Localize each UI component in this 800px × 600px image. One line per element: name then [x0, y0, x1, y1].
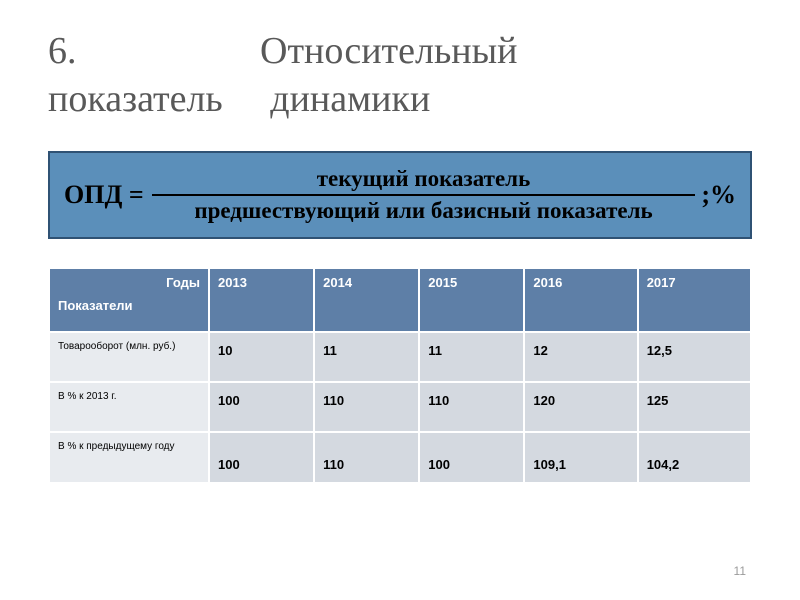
table-cell: 12,5	[638, 332, 751, 382]
table-row: Товарооборот (млн. руб.) 10 11 11 12 12,…	[49, 332, 751, 382]
table-cell: 10	[209, 332, 314, 382]
row-label: В % к 2013 г.	[49, 382, 209, 432]
page-number: 11	[734, 564, 746, 578]
formula-box: ОПД = текущий показатель предшествующий …	[48, 151, 752, 239]
year-col-0: 2013	[209, 268, 314, 332]
title-word-3: динамики	[270, 78, 430, 120]
formula-lhs: ОПД =	[64, 180, 152, 210]
year-col-2: 2015	[419, 268, 524, 332]
table-cell: 109,1	[524, 432, 637, 483]
table-cell: 110	[314, 382, 419, 432]
table-cell: 11	[419, 332, 524, 382]
title-word-2: показатель	[48, 78, 223, 120]
slide-title: 6. Относительный показатель динамики	[0, 0, 800, 141]
formula-fraction: текущий показатель предшествующий или ба…	[152, 166, 696, 224]
table-row: В % к предыдущему году 100 110 100 109,1…	[49, 432, 751, 483]
table-cell: 12	[524, 332, 637, 382]
table-cell: 100	[209, 432, 314, 483]
year-col-3: 2016	[524, 268, 637, 332]
table-cell: 11	[314, 332, 419, 382]
table-cell: 110	[419, 382, 524, 432]
table-cell: 104,2	[638, 432, 751, 483]
table-cell: 100	[419, 432, 524, 483]
corner-indicators-label: Показатели	[58, 298, 133, 313]
corner-years-label: Годы	[166, 275, 200, 290]
title-word-1: Относительный	[260, 28, 518, 76]
formula-numerator: текущий показатель	[317, 166, 530, 194]
row-label: Товарооборот (млн. руб.)	[49, 332, 209, 382]
row-label: В % к предыдущему году	[49, 432, 209, 483]
table-cell: 110	[314, 432, 419, 483]
table-corner-header: Годы Показатели	[49, 268, 209, 332]
data-table: Годы Показатели 2013 2014 2015 2016 2017…	[48, 267, 752, 484]
table-row: В % к 2013 г. 100 110 110 120 125	[49, 382, 751, 432]
year-col-1: 2014	[314, 268, 419, 332]
table-cell: 100	[209, 382, 314, 432]
formula-denominator: предшествующий или базисный показатель	[194, 196, 652, 224]
table-cell: 125	[638, 382, 751, 432]
table-cell: 120	[524, 382, 637, 432]
year-col-4: 2017	[638, 268, 751, 332]
title-number: 6.	[48, 28, 260, 76]
formula-rhs: ;%	[695, 180, 736, 210]
